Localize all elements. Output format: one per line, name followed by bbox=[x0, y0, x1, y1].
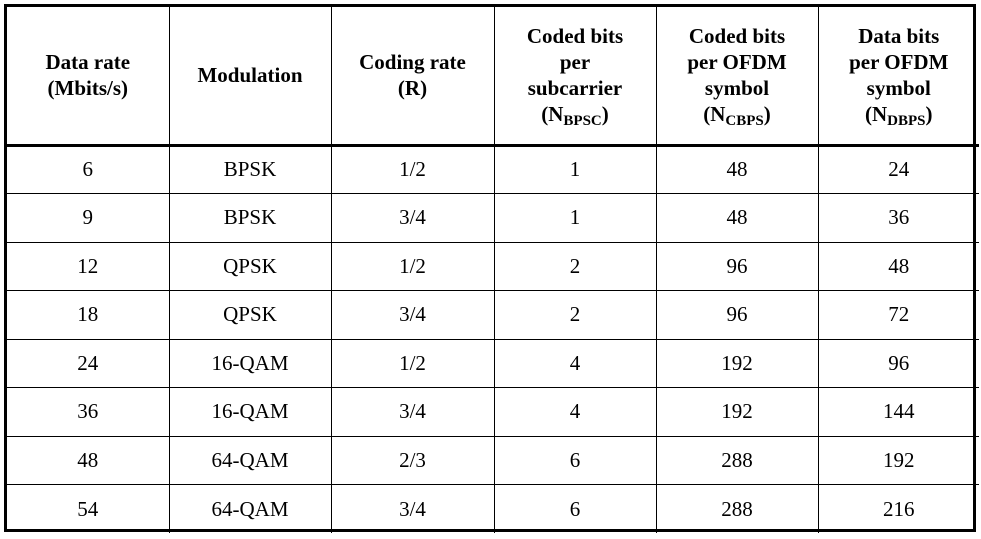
header-symbol-subscript: CBPS bbox=[725, 113, 764, 130]
cell-modulation: BPSK bbox=[168, 144, 332, 194]
cell-ndbps: 216 bbox=[817, 484, 979, 533]
header-line: Coded bits bbox=[688, 24, 786, 49]
cell-data-rate: 12 bbox=[7, 241, 170, 291]
header-line: Data bits bbox=[858, 24, 940, 49]
cell-ncbps: 192 bbox=[655, 338, 819, 388]
cell-modulation: 64-QAM bbox=[168, 484, 332, 533]
header-coded-bits-per-ofdm-symbol: Coded bits per OFDM symbol (NCBPS) bbox=[655, 7, 819, 147]
header-line: Coded bits bbox=[526, 24, 624, 49]
header-line: symbol bbox=[866, 76, 931, 101]
table-header: Data rate (Mbits/s) Modulation Coding ra… bbox=[7, 7, 979, 147]
cell-ncbps: 288 bbox=[655, 435, 819, 485]
cell-modulation: QPSK bbox=[168, 241, 332, 291]
cell-coding-rate: 3/4 bbox=[330, 290, 495, 340]
header-line: Modulation bbox=[197, 63, 303, 88]
header-line: subcarrier bbox=[527, 76, 623, 101]
cell-nbpsc: 6 bbox=[493, 484, 657, 533]
header-line: Coding rate bbox=[359, 50, 466, 75]
table-row: 48 64-QAM 2/3 6 288 192 bbox=[7, 435, 979, 485]
table-row: 18 QPSK 3/4 2 96 72 bbox=[7, 290, 979, 340]
cell-ndbps: 192 bbox=[817, 435, 979, 485]
cell-modulation: 16-QAM bbox=[168, 338, 332, 388]
header-line: per OFDM bbox=[849, 50, 949, 75]
cell-data-rate: 6 bbox=[7, 144, 170, 194]
cell-nbpsc: 2 bbox=[493, 290, 657, 340]
cell-nbpsc: 4 bbox=[493, 338, 657, 388]
cell-data-rate: 18 bbox=[7, 290, 170, 340]
header-symbol-letter: N bbox=[548, 102, 564, 127]
cell-ncbps: 96 bbox=[655, 290, 819, 340]
table-row: 54 64-QAM 3/4 6 288 216 bbox=[7, 484, 979, 533]
cell-coding-rate: 1/2 bbox=[330, 241, 495, 291]
cell-ncbps: 48 bbox=[655, 193, 819, 243]
header-line: symbol bbox=[704, 76, 770, 101]
header-line: (R) bbox=[397, 76, 428, 101]
cell-ndbps: 36 bbox=[817, 193, 979, 243]
cell-data-rate: 54 bbox=[7, 484, 170, 533]
header-modulation: Modulation bbox=[168, 7, 332, 147]
header-line: per bbox=[559, 50, 591, 75]
cell-nbpsc: 1 bbox=[493, 193, 657, 243]
header-symbol: (NBPSC) bbox=[541, 102, 609, 130]
cell-coding-rate: 2/3 bbox=[330, 435, 495, 485]
header-line: per OFDM bbox=[687, 50, 787, 75]
header-symbol-letter: N bbox=[710, 102, 726, 127]
cell-ndbps: 72 bbox=[817, 290, 979, 340]
header-coding-rate: Coding rate (R) bbox=[330, 7, 495, 147]
cell-coding-rate: 1/2 bbox=[330, 338, 495, 388]
cell-ncbps: 288 bbox=[655, 484, 819, 533]
cell-nbpsc: 6 bbox=[493, 435, 657, 485]
header-symbol: (NDBPS) bbox=[864, 102, 933, 130]
table-row: 9 BPSK 3/4 1 48 36 bbox=[7, 193, 979, 243]
header-data-bits-per-ofdm-symbol: Data bits per OFDM symbol (NDBPS) bbox=[817, 7, 979, 147]
table-row: 12 QPSK 1/2 2 96 48 bbox=[7, 241, 979, 291]
cell-coding-rate: 3/4 bbox=[330, 193, 495, 243]
cell-nbpsc: 2 bbox=[493, 241, 657, 291]
cell-modulation: 16-QAM bbox=[168, 387, 332, 437]
cell-modulation: 64-QAM bbox=[168, 435, 332, 485]
cell-data-rate: 24 bbox=[7, 338, 170, 388]
cell-nbpsc: 1 bbox=[493, 144, 657, 194]
header-symbol-subscript: BPSC bbox=[563, 113, 602, 130]
header-coded-bits-per-subcarrier: Coded bits per subcarrier (NBPSC) bbox=[493, 7, 657, 147]
cell-modulation: QPSK bbox=[168, 290, 332, 340]
header-symbol: (NCBPS) bbox=[703, 102, 771, 130]
table-body: 6 BPSK 1/2 1 48 24 9 BPSK 3/4 1 48 36 12… bbox=[7, 144, 979, 533]
table-row: 36 16-QAM 3/4 4 192 144 bbox=[7, 387, 979, 437]
header-symbol-letter: N bbox=[871, 102, 888, 127]
header-data-rate: Data rate (Mbits/s) bbox=[7, 7, 170, 147]
rate-table: Data rate (Mbits/s) Modulation Coding ra… bbox=[4, 4, 979, 533]
cell-coding-rate: 3/4 bbox=[330, 387, 495, 437]
cell-ndbps: 48 bbox=[817, 241, 979, 291]
cell-coding-rate: 1/2 bbox=[330, 144, 495, 194]
header-row: Data rate (Mbits/s) Modulation Coding ra… bbox=[7, 7, 979, 147]
cell-nbpsc: 4 bbox=[493, 387, 657, 437]
cell-data-rate: 48 bbox=[7, 435, 170, 485]
cell-data-rate: 9 bbox=[7, 193, 170, 243]
cell-ndbps: 144 bbox=[817, 387, 979, 437]
cell-ncbps: 48 bbox=[655, 144, 819, 194]
cell-ncbps: 96 bbox=[655, 241, 819, 291]
header-line: Data rate bbox=[45, 50, 131, 75]
cell-data-rate: 36 bbox=[7, 387, 170, 437]
cell-coding-rate: 3/4 bbox=[330, 484, 495, 533]
cell-ndbps: 24 bbox=[817, 144, 979, 194]
cell-modulation: BPSK bbox=[168, 193, 332, 243]
table-row: 24 16-QAM 1/2 4 192 96 bbox=[7, 338, 979, 388]
cell-ndbps: 96 bbox=[817, 338, 979, 388]
header-symbol-subscript: DBPS bbox=[887, 113, 926, 130]
rate-parameters-table: Data rate (Mbits/s) Modulation Coding ra… bbox=[7, 7, 979, 533]
cell-ncbps: 192 bbox=[655, 387, 819, 437]
table-row: 6 BPSK 1/2 1 48 24 bbox=[7, 144, 979, 194]
header-line: (Mbits/s) bbox=[47, 76, 129, 101]
